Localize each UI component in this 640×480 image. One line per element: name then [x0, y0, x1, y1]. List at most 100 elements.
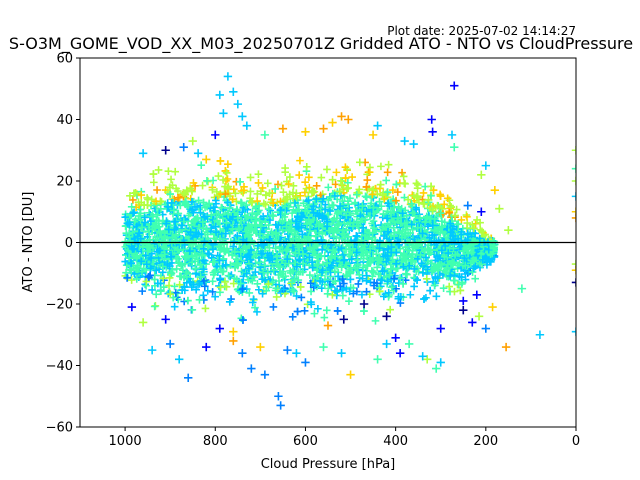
- data-point: [276, 401, 285, 410]
- cloud-point: [228, 225, 237, 233]
- cloud-point: [434, 226, 442, 235]
- cloud-point: [162, 219, 170, 228]
- cloud-point: [148, 286, 156, 294]
- cloud-point: [457, 228, 466, 236]
- cloud-point: [165, 274, 174, 282]
- cloud-point: [423, 213, 432, 222]
- cloud-point: [150, 302, 159, 311]
- cloud-point: [339, 226, 347, 235]
- cloud-point: [208, 277, 217, 286]
- cloud-point: [463, 245, 471, 254]
- cloud-point: [224, 210, 232, 218]
- cloud-point: [230, 238, 238, 246]
- cloud-point: [406, 290, 415, 299]
- cloud-point: [387, 283, 396, 292]
- cloud-point: [214, 172, 223, 180]
- cloud-point: [345, 297, 353, 305]
- cloud-point: [137, 191, 146, 199]
- cloud-point: [271, 286, 280, 295]
- cloud-point: [439, 284, 448, 292]
- cloud-point: [384, 199, 393, 208]
- cloud-point: [426, 286, 434, 295]
- cloud-point: [401, 219, 409, 227]
- data-point: [409, 139, 418, 149]
- data-point: [328, 118, 337, 127]
- cloud-point: [399, 280, 407, 288]
- data-point: [175, 355, 184, 364]
- cloud-point: [341, 174, 350, 182]
- cloud-point: [369, 185, 378, 194]
- cloud-point: [132, 254, 141, 263]
- cloud-point: [165, 262, 174, 270]
- cloud-point: [286, 173, 294, 181]
- data-point: [292, 349, 301, 358]
- y-tick-label: −40: [46, 359, 73, 374]
- cloud-point: [337, 263, 346, 271]
- cloud-point: [336, 187, 344, 196]
- cloud-point: [219, 176, 227, 184]
- cloud-point: [358, 274, 367, 283]
- cloud-point: [369, 242, 377, 250]
- data-point: [238, 349, 247, 358]
- cloud-point: [269, 303, 278, 311]
- cloud-point: [313, 209, 322, 218]
- cloud-point: [445, 209, 454, 217]
- cloud-point: [253, 308, 261, 316]
- cloud-point: [415, 239, 424, 247]
- cloud-point: [362, 277, 371, 285]
- cloud-point: [434, 266, 443, 275]
- cloud-point: [346, 194, 354, 203]
- cloud-point: [304, 196, 313, 204]
- cloud-point: [224, 271, 233, 280]
- cloud-point: [369, 203, 378, 212]
- plot-date: Plot date: 2025-07-02 14:14:27: [387, 24, 576, 38]
- cloud-point: [328, 175, 337, 184]
- data-point: [474, 312, 484, 321]
- cloud-point: [399, 263, 408, 271]
- cloud-point: [412, 179, 421, 188]
- cloud-point: [297, 293, 306, 302]
- cloud-point: [325, 226, 334, 235]
- cloud-point: [220, 244, 228, 253]
- cloud-point: [314, 304, 322, 313]
- cloud-point: [237, 314, 246, 323]
- cloud-point: [364, 228, 372, 237]
- cloud-point: [132, 275, 141, 283]
- cloud-point: [253, 280, 262, 288]
- cloud-point: [163, 202, 172, 211]
- cloud-point: [436, 209, 445, 218]
- cloud-point: [146, 264, 155, 273]
- cloud-point: [414, 267, 423, 276]
- data-point: [359, 299, 369, 309]
- cloud-point: [203, 230, 212, 239]
- cloud-point: [229, 279, 238, 288]
- cloud-point: [127, 259, 135, 267]
- cloud-point: [452, 205, 461, 214]
- cloud-point: [142, 277, 151, 286]
- cloud-point: [297, 213, 306, 221]
- data-point: [337, 112, 346, 121]
- cloud-point: [382, 176, 390, 185]
- cloud-point: [294, 243, 303, 252]
- data-point: [165, 339, 175, 349]
- cloud-point: [247, 226, 255, 234]
- cloud-point: [247, 198, 256, 207]
- cloud-point: [153, 186, 161, 194]
- cloud-point: [379, 252, 388, 261]
- cloud-point: [213, 216, 221, 225]
- cloud-point: [304, 215, 313, 224]
- y-axis: −60 −40 −20 0 20 40 60: [46, 52, 80, 436]
- cloud-point: [147, 254, 155, 262]
- cloud-point: [184, 296, 192, 305]
- cloud-point: [450, 276, 459, 285]
- cloud-point: [355, 158, 364, 167]
- cloud-point: [245, 255, 254, 264]
- cloud-point: [379, 210, 388, 218]
- data-point: [373, 121, 382, 130]
- cloud-point: [337, 176, 345, 185]
- cloud-point: [224, 160, 232, 169]
- scatter-points: [127, 72, 576, 410]
- cloud-point: [348, 173, 356, 181]
- cloud-point: [203, 212, 212, 221]
- data-point: [161, 146, 170, 155]
